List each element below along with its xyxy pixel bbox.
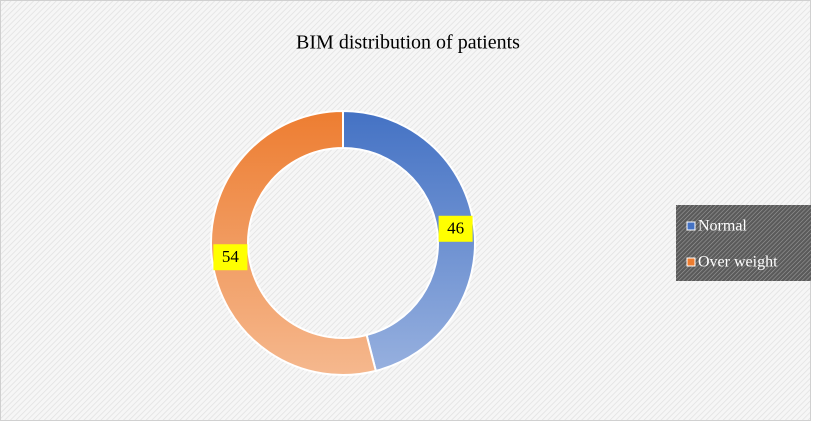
legend-label: Over weight [698, 254, 778, 271]
data-label-bg [438, 215, 473, 242]
chart-title: BIM distribution of patients [296, 32, 520, 54]
legend-swatch [686, 221, 696, 231]
legend-box [676, 205, 811, 281]
legend-swatch [686, 257, 696, 267]
donut-slice [210, 109, 378, 376]
data-label: 46 [447, 219, 464, 238]
data-label: 54 [222, 247, 240, 266]
data-label-bg [213, 244, 248, 271]
donut-slice [342, 109, 476, 373]
legend-label: Normal [698, 218, 747, 235]
